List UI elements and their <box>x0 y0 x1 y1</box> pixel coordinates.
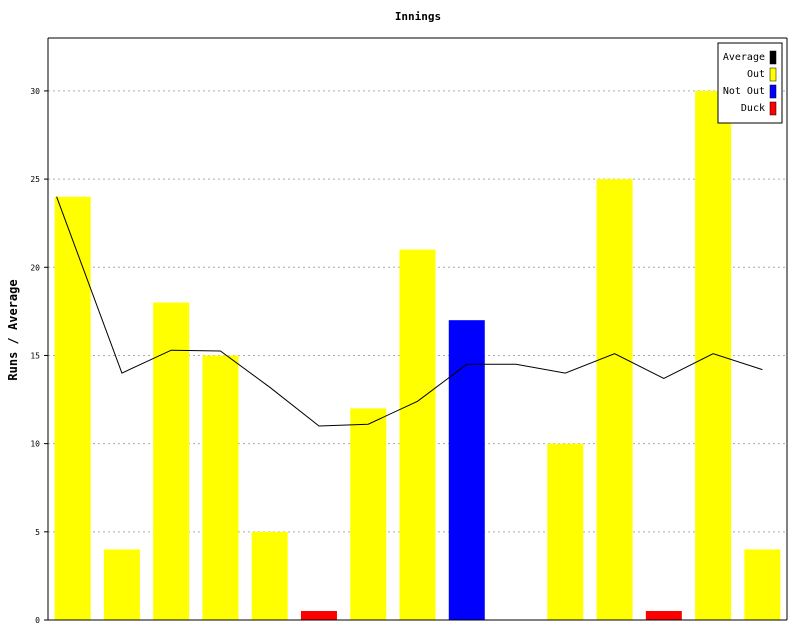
legend-label: Out <box>747 69 765 80</box>
legend-label: Average <box>723 52 765 63</box>
y-tick-label: 30 <box>30 87 40 96</box>
bar-duck <box>645 611 682 620</box>
y-tick-label: 10 <box>30 440 40 449</box>
bar-duck <box>300 611 337 620</box>
axes: 0 5 10 15 20 25 30 <box>30 37 788 625</box>
y-tick-label: 5 <box>35 528 40 537</box>
y-tick-label: 0 <box>35 616 40 625</box>
legend-swatch <box>769 67 777 82</box>
bar-out <box>350 408 387 620</box>
average-line <box>56 196 763 427</box>
chart-title: Innings <box>395 10 441 23</box>
legend: Average Out Not Out Duck <box>717 42 783 124</box>
bar-out <box>103 549 140 620</box>
bar-not-out <box>448 320 485 620</box>
y-tick-label: 20 <box>30 263 40 272</box>
bar-out <box>547 443 584 620</box>
legend-label: Not Out <box>723 86 765 97</box>
bars <box>54 90 781 621</box>
y-tick-label: 25 <box>30 175 40 184</box>
legend-swatch <box>769 101 777 116</box>
bar-out <box>695 90 732 621</box>
bar-out <box>251 531 288 620</box>
grid-lines <box>48 90 787 533</box>
bar-out <box>744 549 781 620</box>
legend-swatch <box>769 84 777 99</box>
bar-out <box>202 355 239 620</box>
average-line-group <box>56 196 763 427</box>
bar-out <box>54 196 91 620</box>
legend-swatch <box>769 50 777 65</box>
bar-out <box>399 249 436 621</box>
legend-label: Duck <box>741 103 765 114</box>
y-tick-label: 15 <box>30 351 40 360</box>
bar-out <box>596 179 633 620</box>
y-axis-label: Runs / Average <box>6 279 20 380</box>
